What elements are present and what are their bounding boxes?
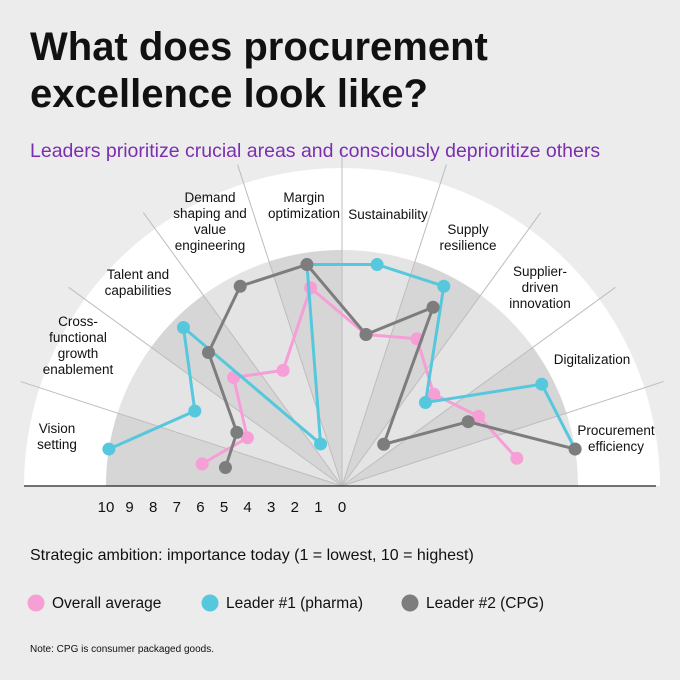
point: [427, 387, 441, 401]
spoke: [142, 212, 343, 487]
point: [461, 415, 475, 429]
point: [276, 363, 290, 377]
point: [188, 404, 202, 418]
legend-label: Leader #2 (CPG): [426, 595, 544, 612]
point: [314, 437, 328, 451]
spoke: [68, 286, 343, 487]
note: Note: CPG is consumer packaged goods.: [30, 644, 214, 655]
series-line: [201, 286, 518, 466]
sector-shade: [342, 261, 481, 486]
legend-swatch: [201, 594, 219, 612]
category-label: Sustainability: [348, 207, 428, 222]
r-tick-label: 2: [291, 499, 299, 516]
point: [304, 281, 318, 295]
category-label: Procurement efficiency: [577, 423, 655, 454]
r-tick-label: 7: [173, 499, 181, 516]
series-line: [108, 263, 577, 451]
r-tick-label: 4: [243, 499, 251, 516]
r-tick-label: 5: [220, 499, 228, 516]
point: [418, 396, 432, 410]
category-label: Supply resilience: [439, 222, 497, 253]
category-label: Talent and capabilities: [104, 267, 172, 298]
legend-swatch: [401, 594, 419, 612]
sector-shade: [151, 295, 342, 486]
sector-shade: [342, 347, 567, 486]
chart-subtitle: Leaders prioritize crucial areas and con…: [30, 140, 601, 162]
axis-label: Strategic ambition: importance today (1 …: [30, 547, 474, 564]
point: [510, 451, 524, 465]
point: [370, 258, 384, 272]
point: [195, 457, 209, 471]
point: [535, 377, 549, 391]
category-label: Cross-functional growth enablement: [42, 314, 114, 377]
point: [218, 461, 232, 475]
r-tick-label: 8: [149, 499, 157, 516]
point: [233, 279, 247, 293]
category-label: Digitalization: [553, 352, 631, 367]
point: [176, 320, 190, 334]
category-label: Demand shaping and value engineering: [173, 190, 247, 253]
category-label: Margin optimization: [267, 190, 341, 221]
spoke: [237, 164, 343, 487]
point: [426, 300, 440, 314]
point: [568, 442, 582, 456]
point: [472, 409, 486, 423]
point: [240, 431, 254, 445]
chart-title: What does procurement excellence look li…: [30, 25, 488, 116]
legend-label: Overall average: [52, 595, 161, 612]
r-tick-label: 1: [314, 499, 322, 516]
r-tick-label: 9: [125, 499, 133, 516]
spoke: [341, 381, 664, 487]
point: [201, 345, 215, 359]
r-tick-label: 0: [338, 499, 346, 516]
r-tick-label: 6: [196, 499, 204, 516]
spoke: [341, 212, 542, 487]
spoke: [20, 381, 343, 487]
legend-swatch: [27, 594, 45, 612]
r-tick-label: 3: [267, 499, 275, 516]
point: [300, 258, 314, 272]
point: [359, 327, 373, 341]
series-line: [206, 263, 576, 469]
spoke: [341, 286, 616, 487]
point: [230, 425, 244, 439]
point: [102, 442, 116, 456]
spoke: [341, 164, 447, 487]
category-label: Vision setting: [37, 421, 77, 452]
category-label: Supplier-driven innovation: [509, 264, 571, 311]
sector-shade: [269, 250, 342, 486]
r-tick-label: 10: [98, 499, 115, 516]
point: [437, 279, 451, 293]
legend-label: Leader #1 (pharma): [226, 595, 363, 612]
point: [377, 437, 391, 451]
